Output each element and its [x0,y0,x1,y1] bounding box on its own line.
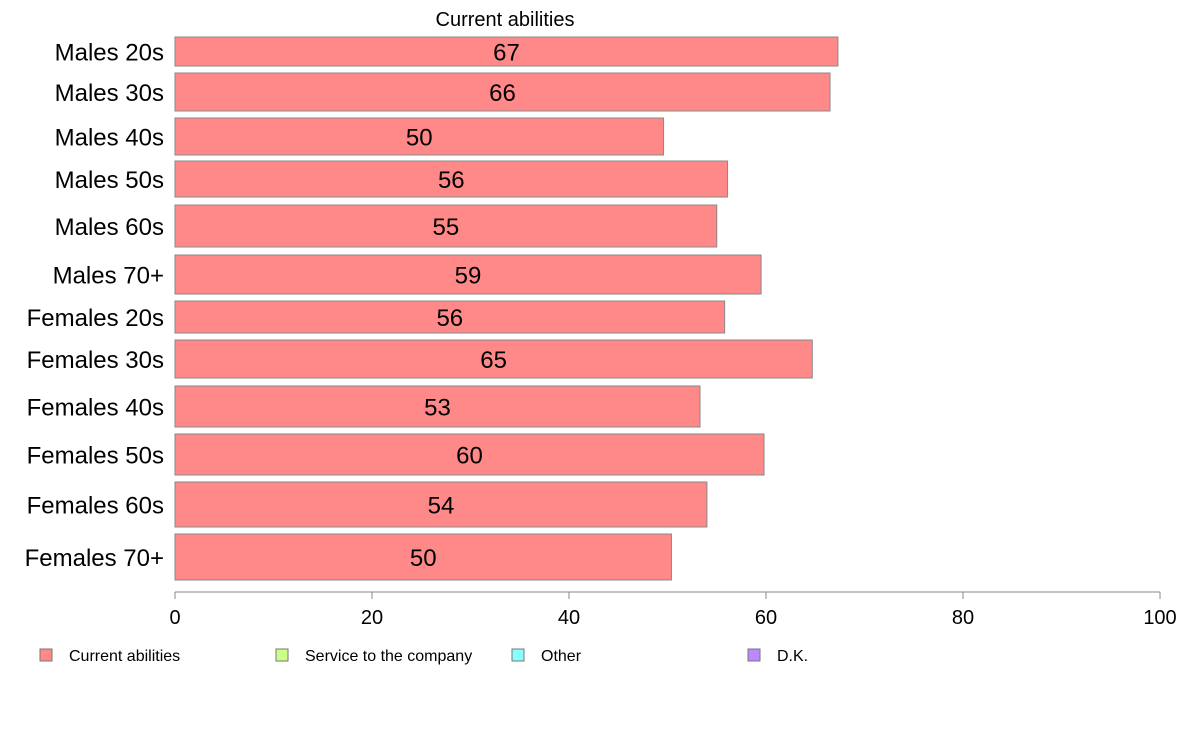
chart-title: Current abilities [436,9,575,31]
bar-value-label: 50 [406,125,433,152]
x-tick-label: 20 [361,607,383,629]
legend: Current abilities Service to the company O… [39,648,808,665]
bar-value-label: 65 [480,347,507,374]
category-label: Females 20s [27,305,164,332]
legend-swatch [39,648,53,662]
bar-value-label: 59 [455,263,482,290]
bar [174,204,718,248]
category-label: Females 50s [27,443,164,470]
x-tick-label: 40 [558,607,580,629]
bar [174,481,708,528]
bar [174,160,729,198]
x-tick-label: 100 [1143,607,1176,629]
category-label: Males 30s [55,80,164,107]
category-label: Females 40s [27,395,164,422]
category-label: Females 70+ [25,545,164,572]
legend-label: Service to the company [305,648,472,665]
x-axis: 0 20 40 60 80 100 [169,591,1177,629]
category-label: Males 20s [55,40,164,67]
bar [174,433,765,476]
bar-value-label: 56 [436,305,463,332]
bar [174,117,665,156]
bar-value-label: 60 [456,443,483,470]
category-label: Males 50s [55,167,164,194]
x-tick-label: 80 [952,607,974,629]
bar-value-label: 53 [424,395,451,422]
bar-value-label: 50 [410,545,437,572]
bar [174,385,701,428]
legend-swatch [275,648,289,662]
bar-value-label: 55 [433,214,460,241]
bar [174,339,813,379]
bar-value-label: 66 [489,80,516,107]
legend-label: Other [541,648,582,665]
legend-swatch [747,648,761,662]
category-label: Males 40s [55,125,164,152]
x-tick-label: 0 [169,607,180,629]
category-label: Males 70+ [53,263,164,290]
category-label: Females 60s [27,493,164,520]
bar-value-label: 56 [438,167,465,194]
bar-value-label: 54 [428,493,455,520]
category-label: Females 30s [27,347,164,374]
bar [174,533,672,581]
legend-label: D.K. [777,648,808,665]
bars-group: 67 Males 20s 66 Males 30s 50 Males 40s 56 Males… [25,36,839,581]
bar-value-label: 67 [493,40,520,67]
legend-label: Current abilities [69,648,180,665]
x-tick-label: 60 [755,607,777,629]
bar [174,72,831,112]
legend-swatch [511,648,525,662]
bar [174,300,726,334]
category-label: Males 60s [55,214,164,241]
bar [174,254,762,295]
bar [174,36,839,67]
